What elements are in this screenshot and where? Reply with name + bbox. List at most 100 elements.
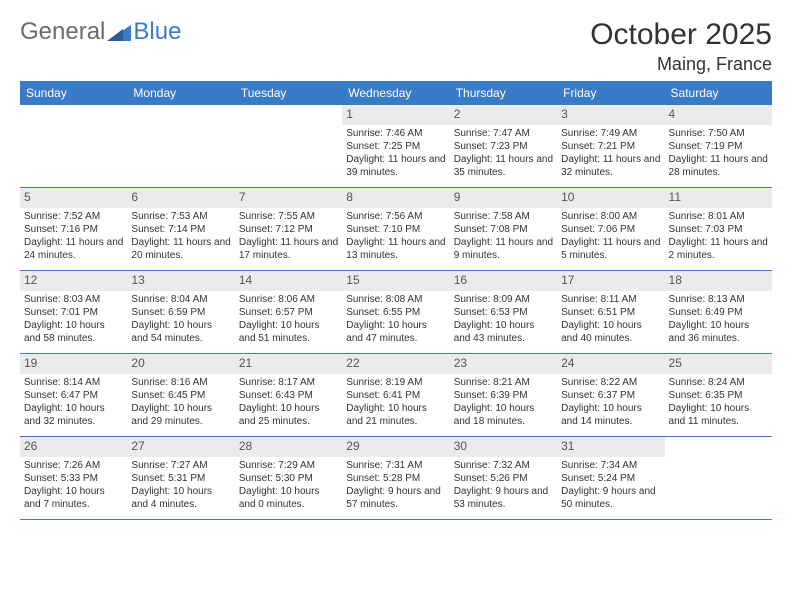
week-row: 1Sunrise: 7:46 AMSunset: 7:25 PMDaylight… <box>20 105 772 188</box>
sunrise-text: Sunrise: 8:14 AM <box>24 376 123 389</box>
sunrise-text: Sunrise: 7:31 AM <box>346 459 445 472</box>
sunset-text: Sunset: 6:53 PM <box>454 306 553 319</box>
day-cell: 20Sunrise: 8:16 AMSunset: 6:45 PMDayligh… <box>127 354 234 436</box>
sunrise-text: Sunrise: 7:27 AM <box>131 459 230 472</box>
sunrise-text: Sunrise: 8:19 AM <box>346 376 445 389</box>
day-header: Tuesday <box>235 81 342 105</box>
day-number: 11 <box>665 188 772 208</box>
daylight-text: Daylight: 10 hours and 54 minutes. <box>131 319 230 345</box>
day-number: 21 <box>235 354 342 374</box>
day-number <box>127 105 234 109</box>
sunset-text: Sunset: 6:37 PM <box>561 389 660 402</box>
page-header: General Blue October 2025 Maing, France <box>20 18 772 75</box>
sunrise-text: Sunrise: 7:46 AM <box>346 127 445 140</box>
sunset-text: Sunset: 5:28 PM <box>346 472 445 485</box>
sunrise-text: Sunrise: 8:09 AM <box>454 293 553 306</box>
day-number: 26 <box>20 437 127 457</box>
day-cell: 29Sunrise: 7:31 AMSunset: 5:28 PMDayligh… <box>342 437 449 519</box>
sunrise-text: Sunrise: 7:55 AM <box>239 210 338 223</box>
day-cell: 2 Sunrise: 7:47 AMSunset: 7:23 PMDaylight… <box>450 105 557 187</box>
sunset-text: Sunset: 7:21 PM <box>561 140 660 153</box>
month-title: October 2025 <box>590 18 772 52</box>
daylight-text: Daylight: 10 hours and 18 minutes. <box>454 402 553 428</box>
sunrise-text: Sunrise: 7:32 AM <box>454 459 553 472</box>
day-header: Thursday <box>450 81 557 105</box>
sunset-text: Sunset: 7:01 PM <box>24 306 123 319</box>
day-number: 4 <box>665 105 772 125</box>
calendar-body: 1Sunrise: 7:46 AMSunset: 7:25 PMDaylight… <box>20 105 772 520</box>
day-cell: 4Sunrise: 7:50 AMSunset: 7:19 PMDaylight… <box>665 105 772 187</box>
day-number <box>20 105 127 109</box>
daylight-text: Daylight: 10 hours and 58 minutes. <box>24 319 123 345</box>
sunrise-text: Sunrise: 8:03 AM <box>24 293 123 306</box>
day-number: 27 <box>127 437 234 457</box>
sunrise-text: Sunrise: 8:22 AM <box>561 376 660 389</box>
day-cell: 10Sunrise: 8:00 AMSunset: 7:06 PMDayligh… <box>557 188 664 270</box>
day-number: 5 <box>20 188 127 208</box>
sunrise-text: Sunrise: 7:47 AM <box>454 127 553 140</box>
sunrise-text: Sunrise: 8:06 AM <box>239 293 338 306</box>
week-row: 26Sunrise: 7:26 AMSunset: 5:33 PMDayligh… <box>20 437 772 520</box>
day-cell: 28Sunrise: 7:29 AMSunset: 5:30 PMDayligh… <box>235 437 342 519</box>
sunset-text: Sunset: 7:08 PM <box>454 223 553 236</box>
daylight-text: Daylight: 9 hours and 53 minutes. <box>454 485 553 511</box>
sunset-text: Sunset: 5:30 PM <box>239 472 338 485</box>
day-number: 14 <box>235 271 342 291</box>
day-cell: 31Sunrise: 7:34 AMSunset: 5:24 PMDayligh… <box>557 437 664 519</box>
day-cell: 5Sunrise: 7:52 AMSunset: 7:16 PMDaylight… <box>20 188 127 270</box>
day-number: 22 <box>342 354 449 374</box>
day-cell: 22Sunrise: 8:19 AMSunset: 6:41 PMDayligh… <box>342 354 449 436</box>
sunset-text: Sunset: 6:45 PM <box>131 389 230 402</box>
day-number: 3 <box>557 105 664 125</box>
sunset-text: Sunset: 6:41 PM <box>346 389 445 402</box>
brand-part2: Blue <box>133 18 181 46</box>
sunset-text: Sunset: 6:47 PM <box>24 389 123 402</box>
sunrise-text: Sunrise: 8:13 AM <box>669 293 768 306</box>
sunrise-text: Sunrise: 7:56 AM <box>346 210 445 223</box>
day-number: 28 <box>235 437 342 457</box>
sunset-text: Sunset: 7:16 PM <box>24 223 123 236</box>
sunset-text: Sunset: 5:31 PM <box>131 472 230 485</box>
sunset-text: Sunset: 6:59 PM <box>131 306 230 319</box>
day-cell: 17Sunrise: 8:11 AMSunset: 6:51 PMDayligh… <box>557 271 664 353</box>
day-cell <box>235 105 342 187</box>
daylight-text: Daylight: 11 hours and 28 minutes. <box>669 153 768 179</box>
day-cell <box>127 105 234 187</box>
daylight-text: Daylight: 10 hours and 40 minutes. <box>561 319 660 345</box>
day-cell: 15Sunrise: 8:08 AMSunset: 6:55 PMDayligh… <box>342 271 449 353</box>
day-cell: 14Sunrise: 8:06 AMSunset: 6:57 PMDayligh… <box>235 271 342 353</box>
day-header: Friday <box>557 81 664 105</box>
sunset-text: Sunset: 7:25 PM <box>346 140 445 153</box>
sunrise-text: Sunrise: 7:58 AM <box>454 210 553 223</box>
day-header: Saturday <box>665 81 772 105</box>
sunrise-text: Sunrise: 8:17 AM <box>239 376 338 389</box>
day-cell: 18Sunrise: 8:13 AMSunset: 6:49 PMDayligh… <box>665 271 772 353</box>
daylight-text: Daylight: 11 hours and 2 minutes. <box>669 236 768 262</box>
sunrise-text: Sunrise: 7:52 AM <box>24 210 123 223</box>
daylight-text: Daylight: 10 hours and 29 minutes. <box>131 402 230 428</box>
daylight-text: Daylight: 10 hours and 11 minutes. <box>669 402 768 428</box>
daylight-text: Daylight: 10 hours and 36 minutes. <box>669 319 768 345</box>
day-cell: 16Sunrise: 8:09 AMSunset: 6:53 PMDayligh… <box>450 271 557 353</box>
sunset-text: Sunset: 6:43 PM <box>239 389 338 402</box>
day-number: 10 <box>557 188 664 208</box>
daylight-text: Daylight: 10 hours and 25 minutes. <box>239 402 338 428</box>
day-cell: 26Sunrise: 7:26 AMSunset: 5:33 PMDayligh… <box>20 437 127 519</box>
day-number: 30 <box>450 437 557 457</box>
daylight-text: Daylight: 10 hours and 47 minutes. <box>346 319 445 345</box>
sunset-text: Sunset: 7:23 PM <box>454 140 553 153</box>
day-number: 2 <box>450 105 557 125</box>
sunrise-text: Sunrise: 7:34 AM <box>561 459 660 472</box>
sunset-text: Sunset: 6:57 PM <box>239 306 338 319</box>
daylight-text: Daylight: 11 hours and 35 minutes. <box>454 153 553 179</box>
day-number: 18 <box>665 271 772 291</box>
location-label: Maing, France <box>590 54 772 75</box>
sunrise-text: Sunrise: 7:53 AM <box>131 210 230 223</box>
sunrise-text: Sunrise: 8:08 AM <box>346 293 445 306</box>
sunrise-text: Sunrise: 8:16 AM <box>131 376 230 389</box>
sunset-text: Sunset: 5:33 PM <box>24 472 123 485</box>
day-cell: 6Sunrise: 7:53 AMSunset: 7:14 PMDaylight… <box>127 188 234 270</box>
day-cell <box>20 105 127 187</box>
daylight-text: Daylight: 11 hours and 9 minutes. <box>454 236 553 262</box>
sunset-text: Sunset: 7:03 PM <box>669 223 768 236</box>
